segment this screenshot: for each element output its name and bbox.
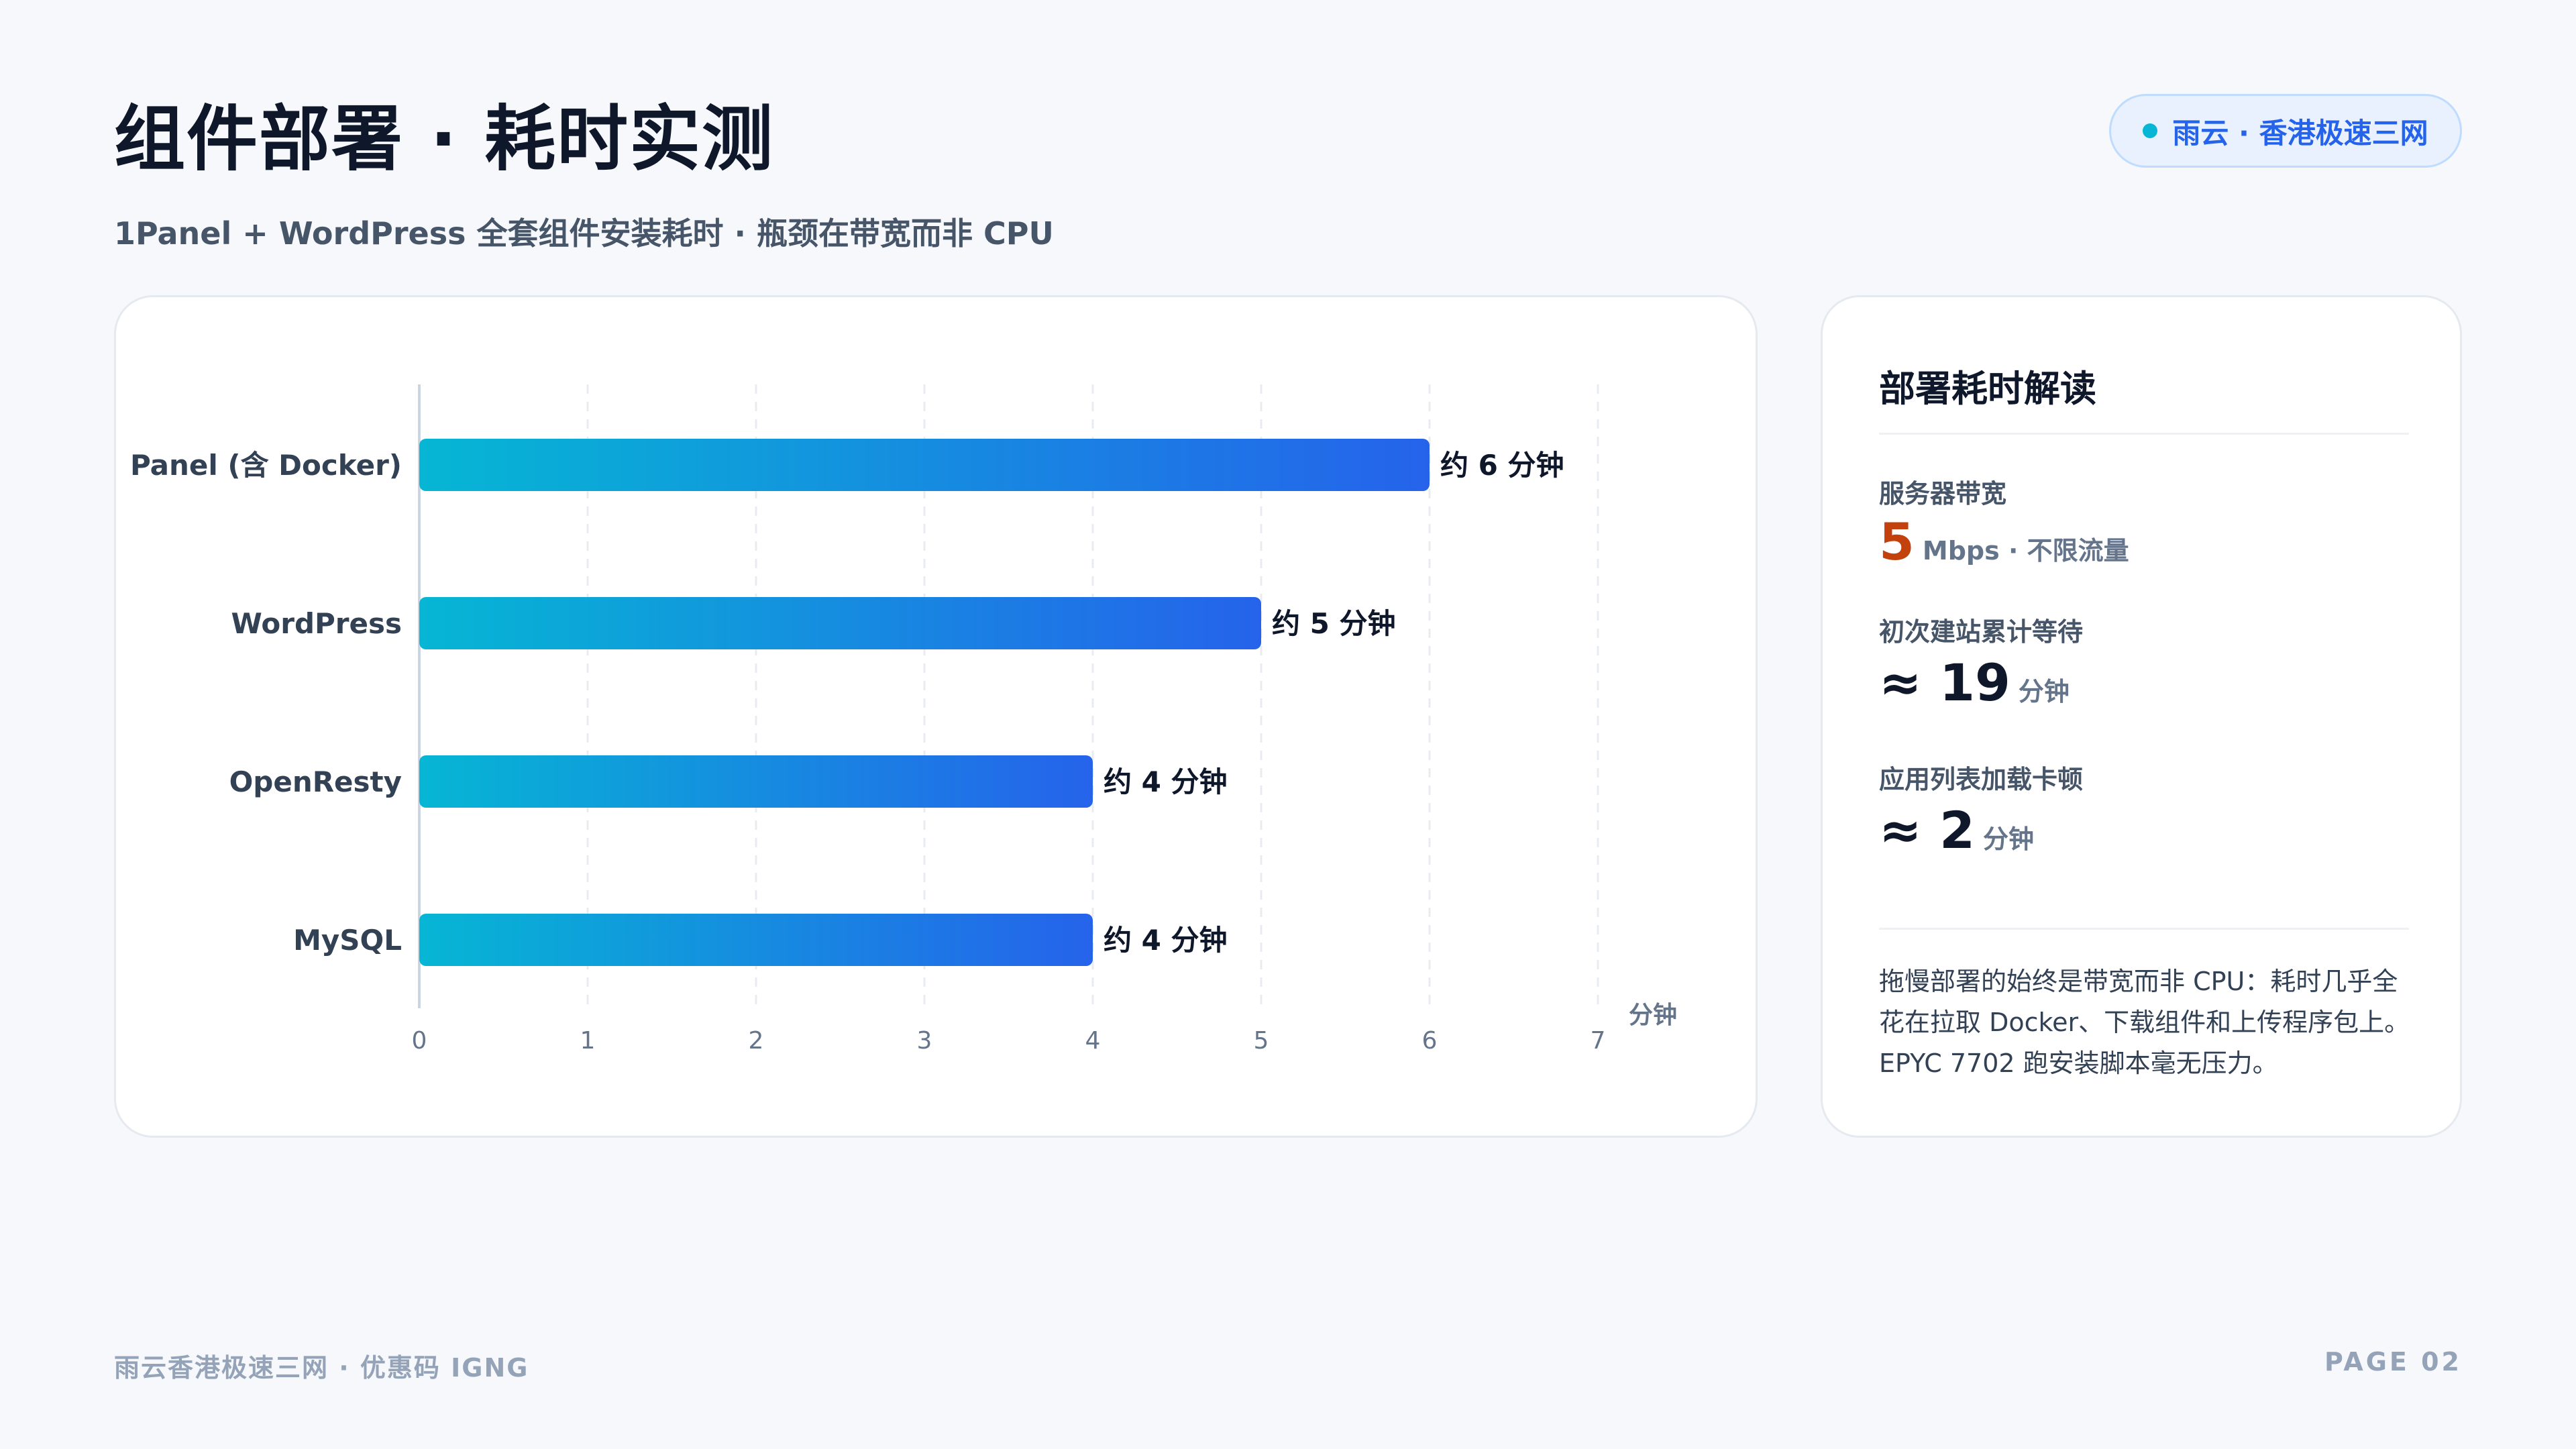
category-label: Panel (含 Docker) <box>130 449 402 482</box>
data-label: 约 4 分钟 <box>1104 765 1227 798</box>
insight-note: 拖慢部署的始终是带宽而非 CPU：耗时几乎全花在拉取 Docker、下载组件和上… <box>1879 967 2410 1078</box>
stat-list-lag: ≈ 2 分钟 <box>1879 800 2034 860</box>
stat-label-list-lag: 应用列表加载卡顿 <box>1879 765 2084 794</box>
provider-badge: 雨云 · 香港极速三网 <box>2109 94 2462 168</box>
stat-bandwidth: 5 Mbps · 不限流量 <box>1879 512 2129 572</box>
page-subtitle: 1Panel + WordPress 全套组件安装耗时 · 瓶颈在带宽而非 CP… <box>114 215 1054 252</box>
x-tick-label: 0 <box>412 1027 427 1055</box>
x-tick-label: 1 <box>580 1027 596 1055</box>
bar <box>419 439 1430 491</box>
divider <box>1879 433 2409 435</box>
category-label: MySQL <box>293 924 402 957</box>
x-tick-label: 2 <box>749 1027 764 1055</box>
provider-badge-label: 雨云 · 香港极速三网 <box>2172 116 2428 150</box>
x-tick-label: 4 <box>1085 1027 1101 1055</box>
data-label: 约 4 分钟 <box>1104 924 1227 957</box>
stat-label-bandwidth: 服务器带宽 <box>1879 479 2007 508</box>
page-number: PAGE 02 <box>2324 1347 2462 1377</box>
stat-value: ≈ 19 <box>1879 653 2010 712</box>
insight-title: 部署耗时解读 <box>1879 368 2096 410</box>
stat-unit: Mbps · 不限流量 <box>1922 536 2129 566</box>
page-title: 组件部署 · 耗时实测 <box>114 98 775 180</box>
x-tick-label: 7 <box>1591 1027 1606 1055</box>
bar <box>419 597 1261 649</box>
insight-card: 部署耗时解读 服务器带宽 5 Mbps · 不限流量 初次建站累计等待 ≈ 19… <box>1821 295 2462 1138</box>
category-label: WordPress <box>231 607 402 640</box>
divider <box>1879 928 2409 930</box>
bar <box>419 914 1093 966</box>
bar <box>419 755 1093 808</box>
stat-label-total-wait: 初次建站累计等待 <box>1879 617 2084 647</box>
x-tick-label: 5 <box>1254 1027 1269 1055</box>
stat-unit: 分钟 <box>2018 677 2070 706</box>
x-tick-label: 3 <box>917 1027 932 1055</box>
bar-chart: 0 1 2 3 4 5 6 7 分钟 Panel (含 Docker) 约 6 分钟 WordPres… <box>130 384 1677 1055</box>
footer-promo: 雨云香港极速三网 · 优惠码 IGNG <box>114 1353 529 1383</box>
dot-icon <box>2143 123 2158 138</box>
stat-value: 5 <box>1879 512 1915 572</box>
stat-unit: 分钟 <box>1983 824 2035 854</box>
x-tick-label: 6 <box>1422 1027 1438 1055</box>
category-label: OpenResty <box>229 765 402 798</box>
data-label: 约 6 分钟 <box>1440 449 1564 482</box>
chart-card: 0 1 2 3 4 5 6 7 分钟 Panel (含 Docker) 约 6 分钟 WordPres… <box>114 295 1758 1138</box>
x-axis-label: 分钟 <box>1629 1002 1677 1029</box>
data-label: 约 5 分钟 <box>1272 607 1395 640</box>
stat-value: ≈ 2 <box>1879 800 1976 860</box>
stat-total-wait: ≈ 19 分钟 <box>1879 653 2070 712</box>
